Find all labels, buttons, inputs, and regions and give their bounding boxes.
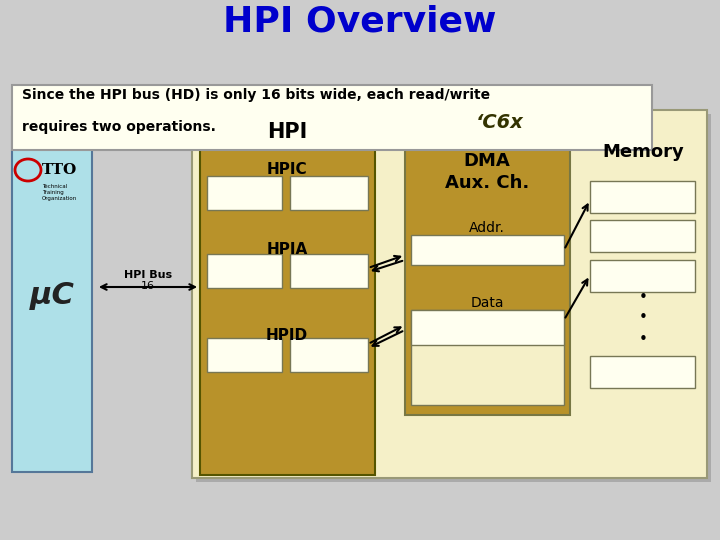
Text: HPI Bus: HPI Bus: [124, 270, 172, 280]
Text: HPI Overview: HPI Overview: [223, 5, 497, 39]
FancyBboxPatch shape: [192, 110, 707, 478]
Text: Since the HPI bus (HD) is only 16 bits wide, each read/write: Since the HPI bus (HD) is only 16 bits w…: [22, 88, 490, 102]
Text: DMA
Aux. Ch.: DMA Aux. Ch.: [445, 152, 529, 192]
Text: •
•
•: • • •: [639, 289, 647, 347]
Text: HPI: HPI: [267, 122, 307, 142]
Text: Technical
Training
Organization: Technical Training Organization: [42, 184, 77, 200]
Text: HPIC: HPIC: [266, 163, 307, 178]
Text: μC: μC: [30, 280, 74, 309]
Bar: [290, 254, 368, 288]
FancyBboxPatch shape: [12, 117, 92, 472]
FancyBboxPatch shape: [12, 85, 652, 150]
Bar: [411, 310, 564, 345]
Bar: [207, 338, 282, 372]
Bar: [590, 181, 695, 213]
Bar: [590, 260, 695, 292]
Text: Memory: Memory: [602, 143, 684, 161]
Text: Addr.: Addr.: [469, 221, 505, 235]
FancyBboxPatch shape: [200, 115, 375, 475]
Bar: [290, 176, 368, 210]
FancyBboxPatch shape: [405, 145, 570, 415]
Bar: [290, 338, 368, 372]
Bar: [590, 356, 695, 388]
Text: Data: Data: [470, 296, 504, 310]
Bar: [207, 176, 282, 210]
Text: HPIA: HPIA: [266, 242, 307, 258]
Text: requires two operations.: requires two operations.: [22, 120, 216, 134]
Text: TTO: TTO: [42, 163, 77, 177]
Text: HPID: HPID: [266, 327, 308, 342]
Bar: [411, 235, 564, 265]
Text: ‘C6x: ‘C6x: [476, 112, 524, 132]
FancyBboxPatch shape: [196, 114, 711, 482]
Bar: [411, 310, 564, 405]
Bar: [590, 220, 695, 252]
Bar: [207, 254, 282, 288]
Text: 16: 16: [141, 281, 155, 291]
